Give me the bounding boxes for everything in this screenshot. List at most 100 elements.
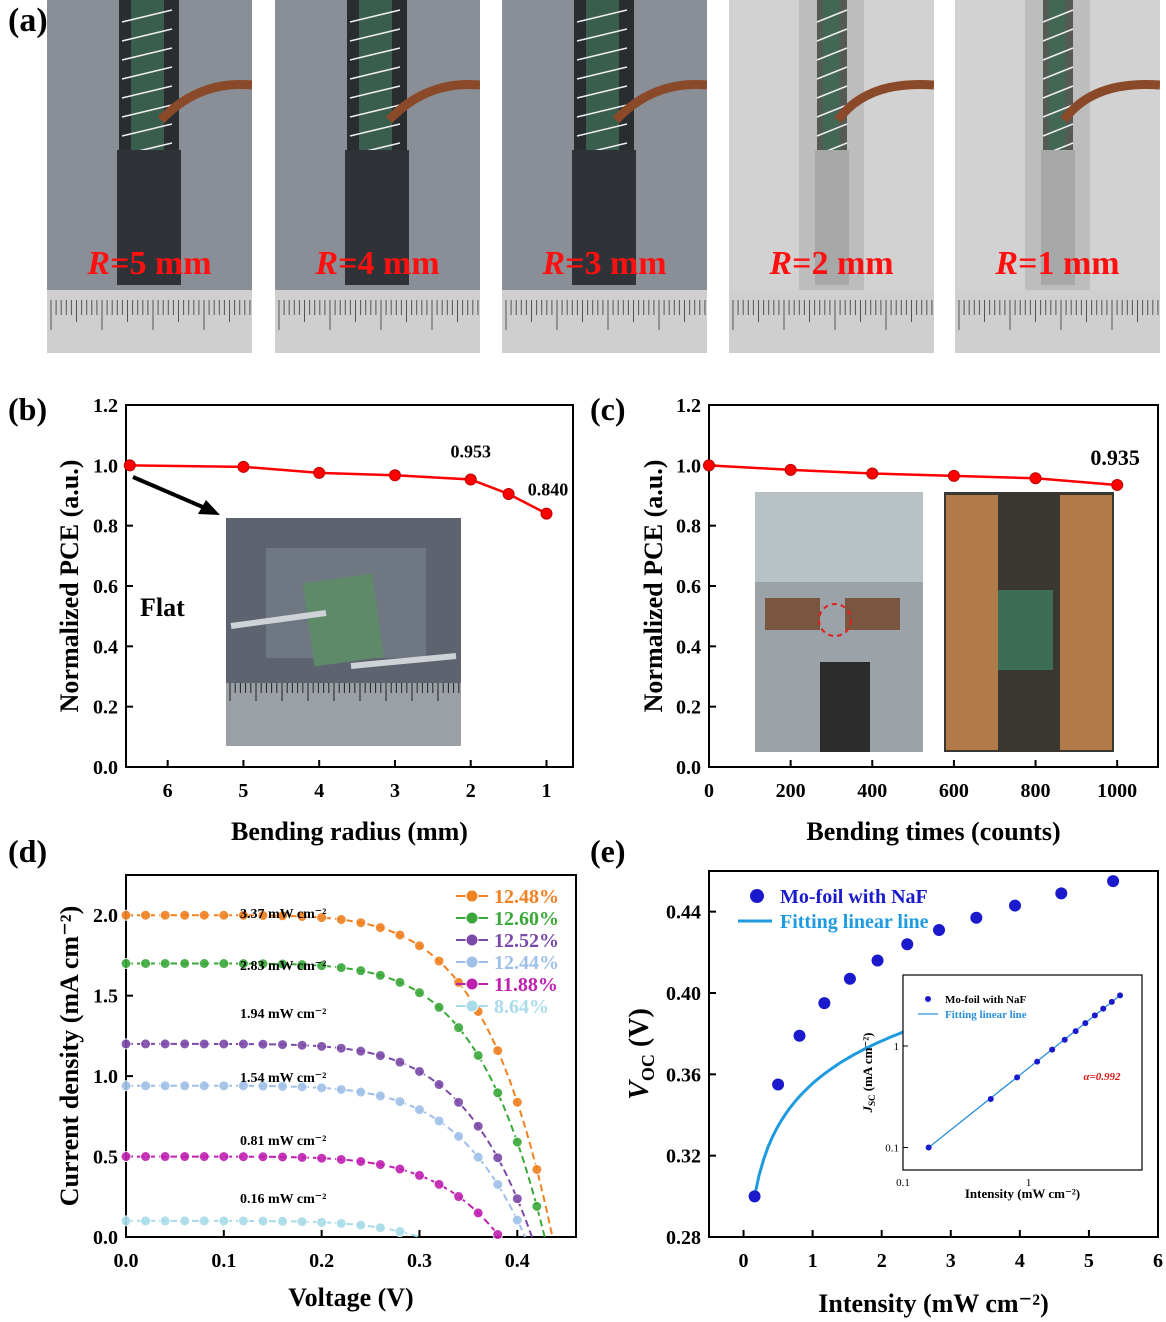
data-point — [120, 1038, 132, 1050]
data-point — [413, 987, 425, 999]
data-point — [818, 997, 831, 1010]
x-tick-label: 0.3 — [407, 1250, 432, 1272]
data-point — [159, 1215, 171, 1227]
highlight-circle — [818, 603, 852, 637]
legend-label: 12.52% — [494, 930, 559, 952]
data-point — [374, 1159, 386, 1171]
y-tick-label: 1.5 — [93, 986, 118, 1008]
x-axis-label: Bending times (counts) — [806, 817, 1060, 846]
panel-label: (d) — [8, 833, 47, 869]
y-tick-label: 0.4 — [93, 636, 118, 658]
data-point — [453, 976, 465, 988]
data-point — [316, 1040, 328, 1052]
data-point — [296, 959, 308, 971]
inset-copper — [946, 495, 998, 750]
data-point — [413, 940, 425, 952]
data-point — [335, 962, 347, 974]
data-point — [218, 1080, 230, 1092]
y-tick-label: 0.8 — [93, 516, 118, 538]
data-point — [784, 463, 797, 476]
data-point — [970, 911, 983, 924]
series-line — [129, 464, 548, 515]
inset-fit-line — [928, 994, 1121, 1148]
flat-label: Flat — [140, 593, 185, 622]
bending-photo: R=3 mm — [502, 0, 707, 353]
x-tick-label: 2 — [466, 780, 476, 802]
data-point — [335, 1153, 347, 1165]
y-tick-label: 0.44 — [666, 902, 701, 924]
data-point — [179, 1151, 191, 1163]
data-point — [159, 909, 171, 921]
data-point — [1107, 875, 1120, 888]
data-point — [374, 1050, 386, 1062]
y-tick-label: 0.0 — [93, 1227, 118, 1249]
data-point — [218, 1215, 230, 1227]
inset-data-point — [1034, 1058, 1041, 1065]
data-point — [472, 1120, 484, 1132]
data-point — [296, 1151, 308, 1163]
inset-annotation: α=0.992 — [1083, 1071, 1121, 1083]
data-point — [871, 954, 884, 967]
chart-d: (d) 0.0 0.5 1.0 1.5 2.0 0.0 0.1 0.2 0.3 0.4 Voltage… — [8, 833, 577, 1312]
x-tick-label: 1 — [808, 1250, 818, 1272]
legend-marker — [465, 955, 479, 969]
data-point — [277, 1039, 289, 1051]
data-point — [394, 1163, 406, 1175]
legend-label: 11.88% — [494, 974, 558, 996]
inset-data-point — [1117, 992, 1124, 999]
inset-block — [765, 598, 820, 630]
data-point — [316, 1152, 328, 1164]
data-point — [179, 1038, 191, 1050]
data-point — [218, 909, 230, 921]
data-point — [198, 1080, 210, 1092]
inset-legend-marker — [925, 996, 931, 1002]
y-tick-label: 0.2 — [93, 697, 118, 719]
x-tick-label: 1000 — [1097, 780, 1137, 802]
data-point — [531, 1200, 543, 1212]
data-point — [179, 909, 191, 921]
y-tick-label: 1.0 — [676, 455, 701, 477]
data-point — [394, 976, 406, 988]
data-point — [511, 1136, 523, 1148]
y-axis-label: Normalized PCE (a.u.) — [55, 460, 84, 713]
inset-device — [302, 573, 384, 667]
inset-copper — [1060, 495, 1112, 750]
y-tick-label: 2.0 — [93, 905, 118, 927]
data-point — [140, 957, 152, 969]
x-tick-label: 6 — [163, 780, 173, 802]
y-tick-label: 0.6 — [93, 576, 118, 598]
data-point — [218, 958, 230, 970]
data-point — [277, 910, 289, 922]
data-point — [374, 969, 386, 981]
inset-data-point — [925, 1144, 932, 1151]
data-point — [313, 466, 326, 479]
intensity-label: 3.37 mW cm⁻² — [240, 907, 326, 922]
data-point — [335, 1217, 347, 1229]
data-point — [120, 1151, 132, 1163]
data-point — [218, 1151, 230, 1163]
data-point — [257, 909, 269, 921]
x-tick-label: 4 — [1015, 1250, 1025, 1272]
data-point — [159, 1151, 171, 1163]
legend-label: 12.44% — [494, 952, 559, 974]
data-point — [1009, 899, 1022, 912]
inset-data-point — [1072, 1028, 1079, 1035]
radius-label: R=2 mm — [769, 245, 894, 282]
data-point — [843, 972, 856, 985]
y-tick-label: 0.6 — [676, 576, 701, 598]
data-point — [492, 1178, 504, 1190]
data-point — [159, 1038, 171, 1050]
x-tick-label: 600 — [939, 780, 969, 802]
y-tick-label: 0.8 — [676, 516, 701, 538]
y-tick-label: 0.28 — [666, 1227, 701, 1249]
inset-ruler — [226, 683, 461, 746]
jv-curve — [126, 1219, 420, 1238]
data-point — [394, 1096, 406, 1108]
data-point — [433, 955, 445, 967]
y-tick-label: 1.0 — [93, 455, 118, 477]
data-point — [464, 473, 477, 486]
inset-data-point — [1061, 1036, 1068, 1043]
data-point — [355, 1219, 367, 1231]
inset-data-point — [1100, 1005, 1107, 1012]
data-point — [540, 507, 553, 520]
